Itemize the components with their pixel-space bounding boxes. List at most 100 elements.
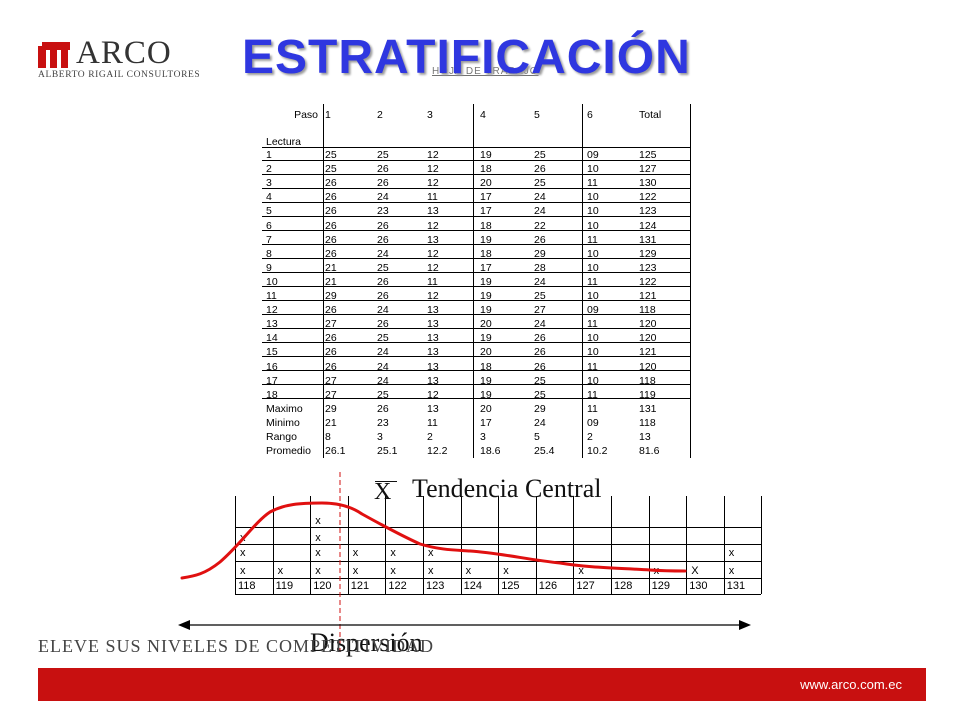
- worksheet-caption: HOJA DE TRABAJO: [432, 66, 539, 77]
- table-cell: 12: [427, 177, 439, 190]
- table-cell: 19: [480, 233, 492, 246]
- table-row-divider: [262, 342, 690, 343]
- table-row-label: 14: [266, 332, 278, 345]
- table-cell: 27: [325, 374, 337, 387]
- table-cell: 24: [534, 191, 546, 204]
- table-row-divider: [262, 258, 690, 259]
- table-cell: 13: [427, 233, 439, 246]
- table-cell: 11: [587, 318, 598, 331]
- table-cell: 19: [480, 304, 492, 317]
- histogram-tick-label: 131: [726, 580, 746, 592]
- mean-bar-line: [375, 481, 397, 482]
- table-cell: 29: [325, 290, 337, 302]
- table-cell: 122: [639, 275, 657, 288]
- table-col-divider: [690, 104, 691, 458]
- histogram-tick-label: 123: [426, 580, 445, 592]
- tally-mark: x: [428, 547, 434, 559]
- table-cell: 27: [325, 318, 337, 331]
- table-cell: 13: [427, 304, 439, 317]
- tally-mark: x: [728, 547, 735, 559]
- table-cell: 13: [427, 402, 439, 415]
- tally-mark: x: [428, 565, 434, 577]
- table-cell: 26: [377, 290, 389, 302]
- table-cell: 10: [587, 191, 599, 204]
- table-cell: 10: [587, 374, 599, 387]
- tally-mark: x: [240, 547, 246, 559]
- table-cell: 118: [639, 304, 656, 317]
- table-cell: 8: [325, 431, 331, 443]
- tally-mark: x: [315, 515, 321, 527]
- tally-mark: x: [315, 532, 321, 544]
- mean-symbol: X: [374, 479, 392, 505]
- table-cell: 25: [377, 388, 389, 401]
- table-cell: 10: [587, 290, 599, 302]
- table-cell: 120: [639, 360, 657, 373]
- table-cell: 12: [427, 388, 439, 401]
- table-cell: 26: [534, 360, 546, 373]
- tally-mark: x: [352, 547, 359, 559]
- table-cell: 11: [427, 416, 438, 429]
- tally-mark: x: [503, 565, 509, 577]
- histogram-tick-label: 120: [313, 580, 332, 592]
- table-row-label: 18: [266, 388, 278, 401]
- histogram-tick-label: 130: [689, 580, 708, 592]
- table-cell: 24: [377, 247, 389, 260]
- table-cell: 26: [377, 219, 389, 232]
- table-cell: 23: [377, 416, 389, 429]
- table-row-divider: [262, 202, 690, 203]
- table-cell: 10: [587, 261, 599, 274]
- histogram-col-line: [498, 496, 500, 594]
- histogram-tick-label: 128: [614, 580, 633, 592]
- table-row-divider: [262, 188, 690, 189]
- table-cell: 10: [587, 163, 599, 176]
- table-cell: 10: [587, 247, 599, 260]
- histogram-col-line: [535, 496, 537, 594]
- table-cell: 26: [534, 346, 546, 359]
- footer-bar: www.arco.com.ec: [38, 668, 926, 701]
- table-row-label: 15: [266, 346, 278, 359]
- table-cell: 24: [377, 360, 389, 373]
- table-row-label: 17: [266, 374, 278, 387]
- table-cell: 26: [325, 332, 337, 345]
- histogram-tick-label: 127: [576, 580, 595, 592]
- table-cell: 13: [427, 374, 439, 387]
- table-cell: 3: [480, 431, 486, 443]
- table-cell: 10: [587, 346, 599, 359]
- table-cell: 25: [534, 177, 546, 190]
- table-cell: 13: [427, 318, 439, 331]
- histogram-col-line: [460, 496, 462, 594]
- table-cell: 17: [480, 261, 492, 274]
- table-row-divider: [262, 286, 690, 287]
- table-cell: 26: [534, 233, 546, 246]
- data-table: Paso 1 2 3 4 5 6 Total Lectura 1 25 25 12 19 25 09 125 2 2…: [262, 0, 692, 720]
- table-cell: 124: [639, 219, 657, 232]
- table-cell: 122: [639, 191, 657, 204]
- dispersion-arrow-left-head: [178, 620, 190, 630]
- table-cell: 125: [639, 149, 657, 161]
- column-header: 3: [427, 109, 433, 121]
- tally-mark: x: [390, 565, 396, 577]
- table-cell: 24: [377, 304, 389, 317]
- histogram-tick-label: 118: [238, 580, 256, 592]
- tally-mark: x: [352, 565, 359, 577]
- footer-website-link[interactable]: www.arco.com.ec: [800, 677, 902, 692]
- table-cell: 25: [534, 388, 546, 401]
- table-cell: 11: [587, 177, 598, 190]
- table-cell: 24: [377, 374, 389, 387]
- table-cell: 19: [480, 388, 492, 401]
- table-cell: 26: [534, 163, 546, 176]
- table-row-divider: [262, 272, 690, 273]
- table-cell: 11: [587, 402, 598, 415]
- table-cell: 21: [325, 416, 337, 429]
- histogram-col-line: [310, 496, 312, 594]
- table-row-label: 10: [266, 275, 278, 288]
- table-cell: 09: [587, 149, 599, 161]
- table-cell: 25: [377, 261, 389, 274]
- table-row-divider: [262, 370, 690, 371]
- logo-wordmark: ARCO: [76, 35, 172, 71]
- histogram-tick-label: 129: [651, 580, 670, 592]
- table-row-label: Minimo: [266, 416, 300, 429]
- table-cell: 26: [325, 304, 337, 317]
- column-header: 5: [534, 109, 540, 121]
- table-cell: 12.2: [427, 445, 448, 458]
